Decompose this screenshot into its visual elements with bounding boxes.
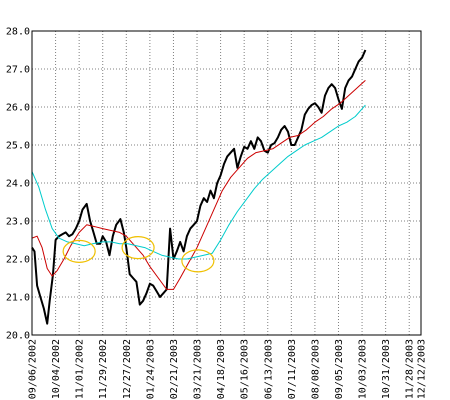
x-tick-label: 11/29/2002 <box>98 339 109 399</box>
x-axis-tick-labels: 09/06/2002 10/04/2002 11/01/2002 11/29/2002… <box>28 339 428 399</box>
annotation-ellipses <box>62 236 215 273</box>
y-tick-label: 22.0 <box>6 255 30 266</box>
x-tick-label: 12/27/2002 <box>122 339 133 399</box>
short-average-line <box>31 80 366 290</box>
long-average-line <box>31 104 366 260</box>
grid-lines <box>31 30 422 336</box>
x-tick-label: 09/05/2003 <box>334 339 345 399</box>
x-tick-label: 03/21/2003 <box>193 339 204 399</box>
y-tick-label: 23.0 <box>6 217 30 228</box>
annotation-ellipse <box>181 249 215 273</box>
x-tick-label: 05/16/2003 <box>240 339 251 399</box>
series-lines <box>31 49 367 325</box>
y-tick-label: 26.0 <box>6 103 30 114</box>
x-tick-label: 06/13/2003 <box>263 339 274 399</box>
y-tick-label: 28.0 <box>6 27 30 38</box>
x-tick-label: 10/03/2003 <box>358 339 369 399</box>
y-tick-label: 25.0 <box>6 141 30 152</box>
annotation-ellipse <box>121 236 155 260</box>
x-tick-label: 11/01/2002 <box>75 339 86 399</box>
x-tick-label: 10/04/2002 <box>51 339 62 399</box>
y-tick-label: 24.0 <box>6 179 30 190</box>
y-tick-label: 21.0 <box>6 293 30 304</box>
x-tick-label: 08/08/2003 <box>310 339 321 399</box>
x-tick-label: 01/24/2003 <box>145 339 156 399</box>
x-tick-label: 04/18/2003 <box>216 339 227 399</box>
y-tick-label: 20.0 <box>6 331 30 342</box>
y-tick-label: 27.0 <box>6 65 30 76</box>
x-tick-label: 12/12/2003 <box>417 339 428 399</box>
x-tick-label: 09/06/2002 <box>28 339 39 399</box>
x-tick-label: 02/21/2003 <box>169 339 180 399</box>
x-tick-label: 11/28/2003 <box>405 339 416 399</box>
annotation-ellipse <box>62 239 96 263</box>
x-tick-label: 07/11/2003 <box>287 339 298 399</box>
x-tick-label: 10/31/2003 <box>381 339 392 399</box>
price-series-line <box>31 49 367 325</box>
y-axis-tick-labels: 20.0 21.0 22.0 23.0 24.0 25.0 26.0 27.0 28.0 <box>6 27 30 342</box>
plot-area-frame <box>31 30 422 336</box>
